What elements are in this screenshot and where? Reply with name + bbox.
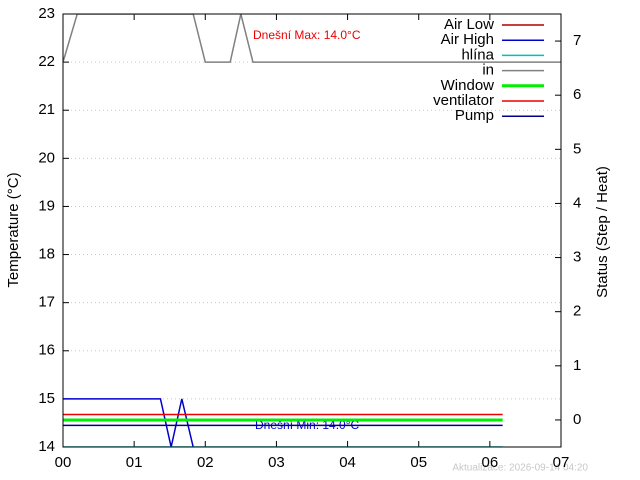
series-line: [63, 14, 561, 63]
x-tick-label: 02: [197, 454, 214, 471]
x-tick-label: 04: [339, 454, 356, 471]
y2-tick-label: 1: [573, 357, 581, 374]
footer: Aktualizace: 2026-09-14 04:20: [452, 463, 588, 474]
y-tick-label: 20: [38, 149, 55, 166]
y2-tick-label: 5: [573, 140, 581, 157]
y-tick-label: 16: [38, 342, 55, 359]
y-tick-label: 17: [38, 294, 55, 311]
legend-label: in: [482, 62, 494, 79]
plot-area: [63, 14, 561, 447]
legend-label: Pump: [455, 107, 494, 124]
series-line: [63, 398, 194, 447]
legend-label: Air Low: [444, 16, 494, 33]
y2-tick-label: 7: [573, 32, 581, 49]
x-tick-label: 05: [410, 454, 427, 471]
annotation: Dnešní Max: 14.0°C: [253, 28, 361, 42]
y-tick-label: 22: [38, 53, 55, 70]
y-axis-label: Temperature (°C): [5, 172, 22, 287]
x-tick-label: 01: [126, 454, 143, 471]
y-tick-label: 23: [38, 5, 55, 22]
x-tick-label: 06: [482, 454, 499, 471]
legend-label: ventilator: [433, 92, 494, 109]
y2-axis-label: Status (Step / Heat): [594, 166, 611, 298]
x-tick-label: 00: [55, 454, 72, 471]
y-tick-label: 19: [38, 197, 55, 214]
x-tick-label: 03: [268, 454, 285, 471]
plot-frame: [62, 13, 562, 448]
y-tick-label: 14: [38, 438, 55, 455]
y-tick-label: 18: [38, 246, 55, 263]
y2-tick-label: 0: [573, 411, 581, 428]
y2-tick-label: 4: [573, 194, 581, 211]
x-tick-label: 07: [553, 454, 570, 471]
y2-tick-label: 6: [573, 86, 581, 103]
legend-label: hlína: [461, 46, 494, 63]
y-tick-label: 21: [38, 101, 55, 118]
y-tick-label: 15: [38, 390, 55, 407]
y2-tick-label: 2: [573, 303, 581, 320]
legend-label: Window: [441, 77, 495, 94]
y2-tick-label: 3: [573, 249, 581, 266]
legend-label: Air High: [441, 31, 494, 48]
